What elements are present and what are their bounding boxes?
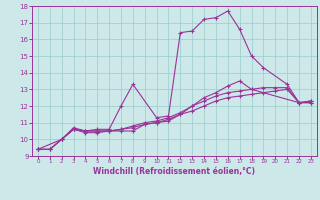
X-axis label: Windchill (Refroidissement éolien,°C): Windchill (Refroidissement éolien,°C) [93, 167, 255, 176]
